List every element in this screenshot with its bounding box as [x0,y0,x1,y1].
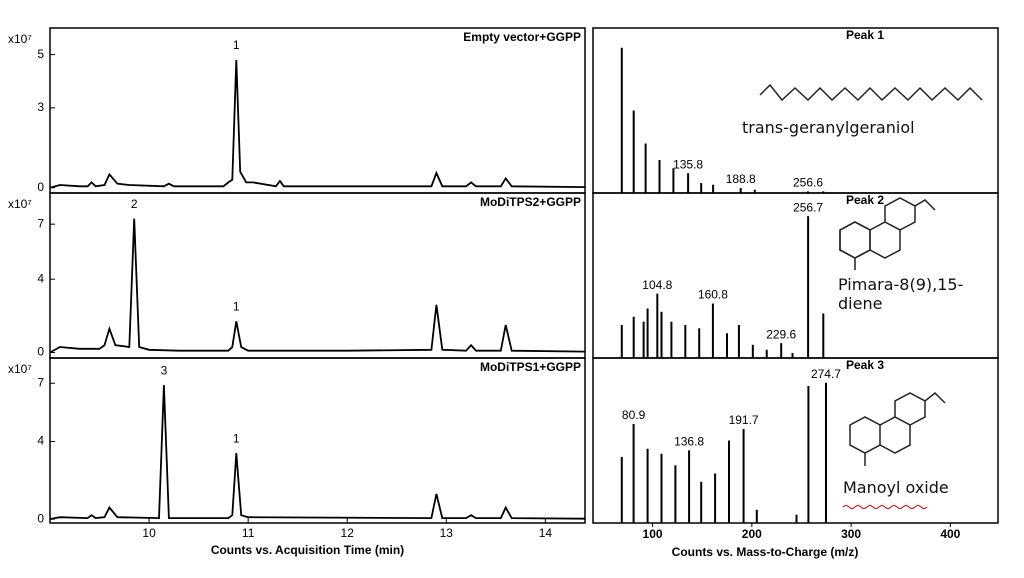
x-tick-label: 11 [242,526,255,540]
peak-label: 136.8 [674,435,704,449]
x-tick-label: 13 [440,526,454,540]
compound-name: Manoyl oxide [843,478,949,497]
y-tick-label: 7 [37,216,44,230]
series-label: Empty vector+GGPP [463,30,581,44]
x-tick-label: 10 [142,526,156,540]
peak-label: 256.6 [793,176,823,190]
structure [759,83,983,466]
y-tick-label: 7 [37,375,44,389]
compound-name: trans-geranylgeraniol [742,118,915,137]
peak-label: 274.7 [811,367,841,381]
panel-frame [49,27,586,194]
x-tick-label: 300 [841,527,861,541]
peak-label: 229.6 [766,327,796,341]
x-axis-label: Counts vs. Mass-to-Charge (m/z) [672,545,859,559]
y-tick-label: 3 [37,100,44,114]
y-tick-label: 0 [37,180,44,194]
x-tick-label: 400 [940,527,960,541]
peak-label: 160.8 [698,288,728,302]
series-label: MoDiTPS2+GGPP [480,195,581,209]
trace [49,385,586,520]
peak-number: 2 [131,197,138,211]
spell-underline [842,505,928,509]
peak-label: 256.7 [793,200,823,214]
y-tick-label: 4 [37,271,44,285]
y-tick-label: 4 [37,434,44,448]
panel-frame [592,27,999,194]
y-tick-label: 0 [37,345,44,359]
peak-number: 3 [161,363,168,377]
peak-label: 104.8 [642,278,672,292]
peak-label: 188.8 [726,172,756,186]
y-multiplier: x10⁷ [8,197,32,211]
y-tick-label: 5 [37,47,44,61]
y-tick-label: 0 [37,511,44,525]
panel-frame [592,357,999,524]
peak-number: 1 [233,431,240,445]
trace [49,59,586,189]
x-tick-label: 100 [643,527,663,541]
y-multiplier: x10⁷ [8,32,32,46]
x-tick-label: 14 [539,526,553,540]
panel-frame [49,357,586,524]
panel-title: Peak 1 [846,28,884,42]
y-multiplier: x10⁷ [8,362,32,376]
peak-label: 80.9 [622,408,646,422]
panel-title: Peak 3 [846,358,884,372]
peak-label: 191.7 [729,413,759,427]
compound-name: Pimara-8(9),15-diene [838,275,964,313]
x-tick-label: 200 [742,527,762,541]
x-axis-label: Counts vs. Acquisition Time (min) [211,543,404,557]
series-label: MoDiTPS1+GGPP [480,360,581,374]
trace [49,218,586,354]
peak-number: 1 [233,38,240,52]
x-tick-label: 12 [341,526,355,540]
peak-label: 135.8 [673,157,703,171]
peak-number: 1 [233,300,240,314]
panel-title: Peak 2 [846,193,884,207]
